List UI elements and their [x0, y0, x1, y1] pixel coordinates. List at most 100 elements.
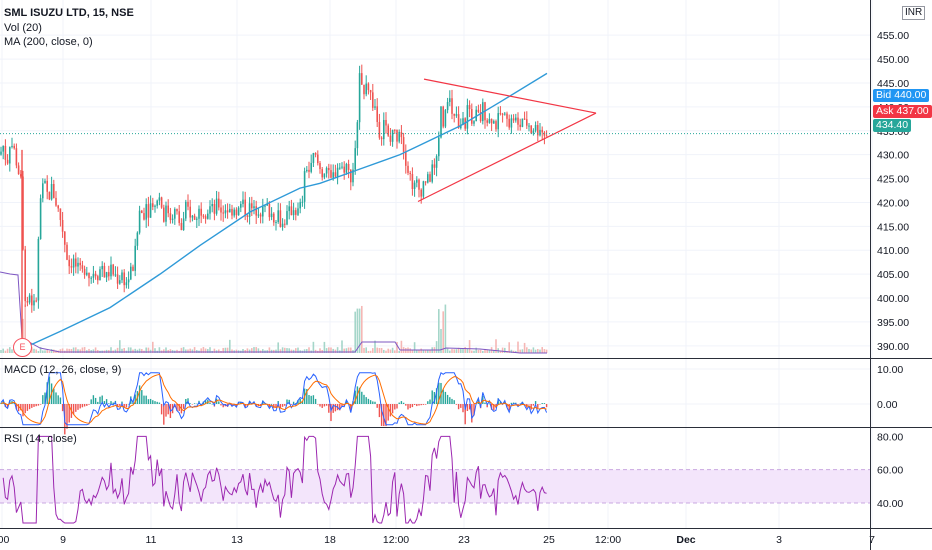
ma-label: MA (200, close, 0) [4, 36, 93, 48]
macd-histogram-bar [519, 403, 521, 404]
macd-histogram-bar [178, 404, 180, 412]
macd-legend[interactable]: MACD (12, 26, close, 9) [4, 363, 121, 377]
volume-bar [347, 347, 350, 353]
candle-body [541, 129, 543, 133]
macd-histogram-bar [295, 403, 297, 404]
ma-legend[interactable]: MA (200, close, 0) [4, 35, 93, 49]
macd-histogram-bar [317, 404, 319, 405]
macd-histogram-bar [165, 404, 167, 417]
volume-bar [275, 349, 277, 353]
macd-histogram-bar [532, 404, 535, 406]
candle-body [519, 124, 521, 127]
macd-histogram-bar [116, 404, 119, 407]
macd-histogram-bar [460, 404, 462, 408]
rsi-pane [2, 435, 547, 524]
macd-histogram-bar [6, 404, 9, 408]
volume-bar [504, 347, 506, 353]
time-axis: :00 9 11 13 18 12:00 23 25 12:00 Dec 3 7 [0, 534, 875, 546]
macd-histogram-bar [211, 403, 213, 405]
rsi-legend[interactable]: RSI (14, close) [4, 432, 77, 446]
candle-body [446, 102, 449, 111]
candle-body [88, 272, 90, 279]
candle-body [127, 279, 130, 283]
volume-bar [488, 349, 491, 353]
candle-body [20, 174, 22, 177]
candle-body [402, 137, 405, 152]
macd-histogram-bar [545, 404, 548, 408]
macd-histogram-bar [449, 397, 451, 404]
macd-histogram-bar [369, 400, 372, 404]
currency-badge[interactable]: INR [902, 6, 926, 20]
symbol-legend[interactable]: SML ISUZU LTD, 15, NSE [4, 6, 134, 20]
candle-body [163, 207, 165, 222]
candle-body [81, 265, 84, 269]
candle-body [284, 223, 286, 225]
volume-bar [376, 347, 378, 353]
candle-body [387, 125, 389, 136]
volume-bar [295, 348, 297, 353]
candle-body [312, 153, 315, 163]
candle-body [72, 258, 75, 268]
candle-body [295, 210, 297, 215]
last-price-tag: 434.40 [873, 119, 912, 132]
volume-bar [385, 350, 387, 353]
volume-bar [325, 348, 328, 353]
volume-bar [422, 350, 425, 353]
candle-body [28, 295, 31, 303]
candle-body [187, 201, 189, 207]
volume-bar [176, 349, 178, 353]
rsi-band [0, 469, 870, 504]
macd-histogram-bar [512, 402, 515, 404]
volume-bar [290, 349, 293, 353]
candle-body [182, 218, 185, 231]
candle-body [147, 204, 150, 218]
volume-bar [44, 350, 46, 353]
candle-body [411, 174, 414, 189]
macd-histogram-bar [444, 391, 447, 404]
macd-pane [0, 372, 548, 435]
macd-histogram-bar [435, 388, 438, 404]
macd-histogram-bar [196, 403, 198, 405]
macd-histogram-bar [204, 400, 207, 404]
candle-body [160, 197, 163, 208]
earnings-event-icon[interactable]: E [13, 338, 32, 357]
volume-bar [323, 341, 326, 353]
macd-histogram-bar [380, 404, 383, 426]
macd-histogram-bar [471, 404, 473, 423]
macd-histogram-bar [484, 402, 486, 404]
candle-body [462, 118, 464, 125]
macd-histogram-bar [389, 404, 392, 417]
candle-body [229, 208, 231, 213]
volume-bar [11, 349, 13, 353]
volume-bar [486, 349, 488, 353]
candle-body [433, 164, 436, 168]
volume-bar [292, 349, 295, 353]
volume-bar [9, 347, 11, 353]
macd-histogram-bar [466, 404, 469, 412]
candle-body [94, 273, 97, 277]
macd-histogram-bar [539, 404, 541, 405]
candle-body [209, 206, 211, 214]
macd-histogram-bar [83, 404, 86, 407]
candle-body [420, 189, 422, 197]
macd-histogram-bar [537, 404, 539, 409]
macd-histogram-bar [312, 395, 315, 404]
candle-body [477, 109, 480, 113]
volume-legend[interactable]: Vol (20) [4, 21, 42, 35]
volume-bar [4, 350, 7, 353]
candle-body [191, 215, 194, 218]
volume-bar [460, 348, 462, 353]
candle-body [75, 258, 77, 267]
macd-histogram-bar [345, 400, 348, 404]
candle-body [405, 151, 407, 166]
volume-bar [279, 349, 282, 353]
candle-body [154, 205, 156, 207]
macd-histogram-bar [103, 401, 106, 404]
volume-bar [438, 309, 440, 353]
macd-histogram-bar [284, 404, 286, 406]
volume-bar [59, 349, 62, 353]
volume-bar [493, 350, 495, 353]
volume-bar [187, 349, 189, 353]
candle-body [314, 153, 317, 155]
